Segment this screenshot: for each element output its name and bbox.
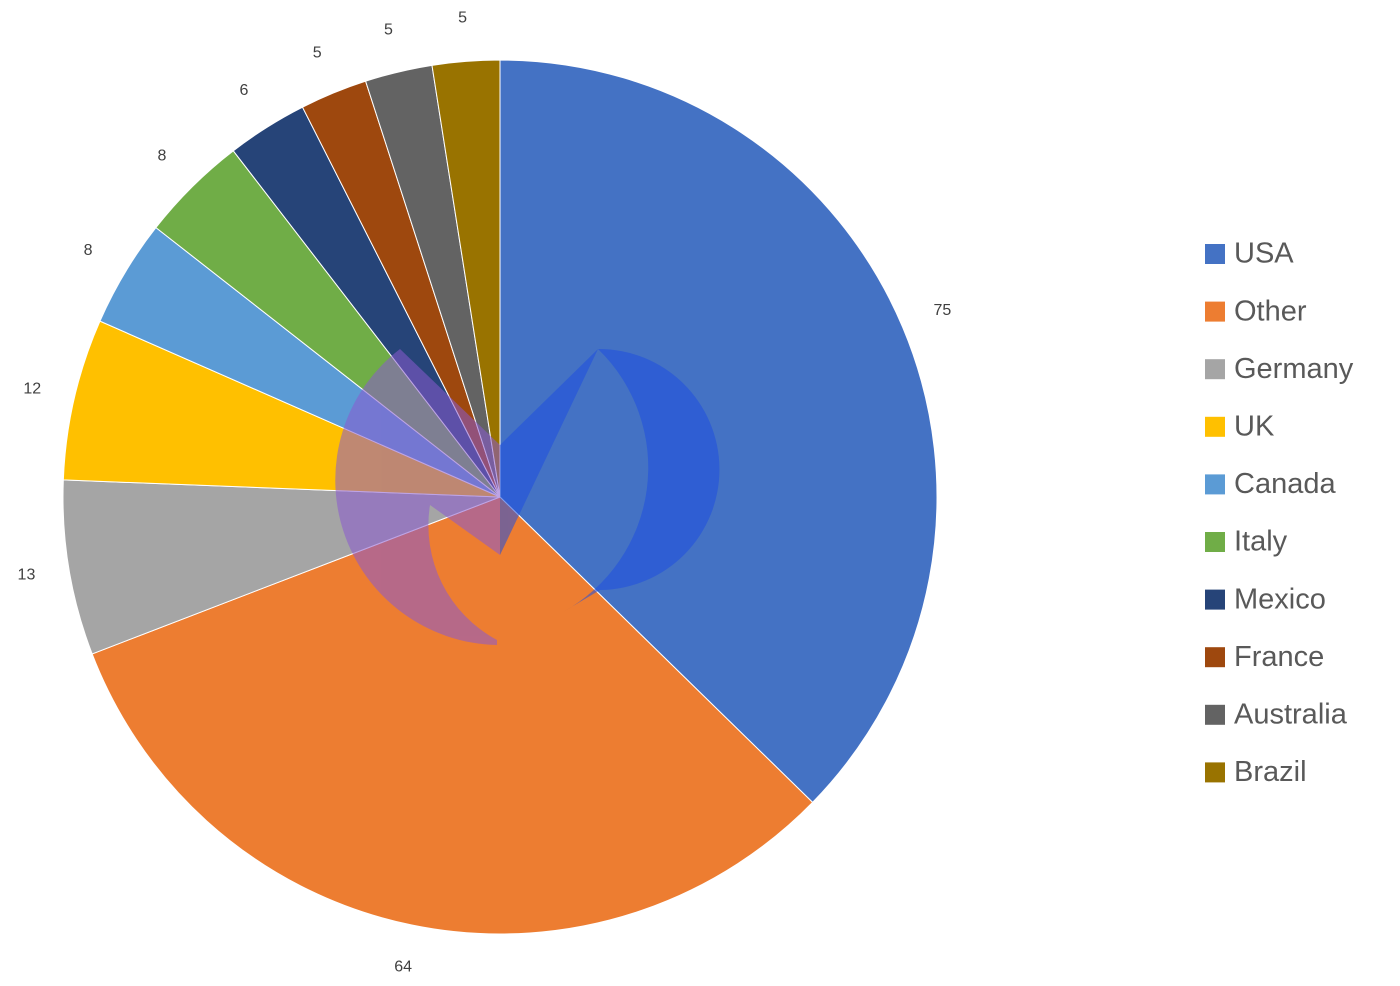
value-label: 5 [313, 44, 322, 61]
legend-swatch [1205, 589, 1225, 610]
legend-swatch [1205, 301, 1225, 322]
legend-label: Canada [1234, 468, 1336, 500]
legend-label: Other [1234, 295, 1307, 327]
value-labels: 75 64 13 12 8 8 6 5 5 5 [18, 10, 952, 976]
legend-swatch [1205, 244, 1225, 264]
legend-swatch [1205, 474, 1225, 495]
value-label: 8 [84, 242, 93, 259]
legend-label: USA [1234, 238, 1294, 270]
value-label: 13 [18, 567, 36, 584]
legend-label: Mexico [1234, 583, 1326, 615]
value-label: 5 [384, 21, 393, 38]
slice [431, 59, 501, 498]
slice [91, 496, 814, 935]
legend-label: France [1234, 641, 1324, 673]
slice [499, 59, 938, 804]
value-label: 8 [157, 147, 166, 164]
value-label: 75 [933, 302, 951, 319]
legend-swatch [1205, 704, 1225, 725]
legend-swatch [1205, 416, 1225, 437]
legend-label: Italy [1234, 526, 1288, 558]
legend: USA Other Germany UK Canada Italy Mexico France… [1205, 238, 1354, 788]
legend-swatch [1205, 359, 1225, 380]
watermark [335, 348, 720, 645]
legend-label: Brazil [1234, 756, 1307, 788]
value-label: 6 [239, 82, 248, 99]
legend-swatch [1205, 762, 1225, 783]
value-label: 64 [394, 958, 412, 975]
legend-label: Germany [1234, 353, 1354, 385]
value-label: 12 [23, 380, 41, 397]
value-label: 5 [458, 10, 467, 27]
legend-swatch [1205, 532, 1225, 552]
legend-swatch [1205, 647, 1225, 668]
legend-label: UK [1234, 410, 1275, 442]
legend-label: Australia [1234, 698, 1348, 730]
